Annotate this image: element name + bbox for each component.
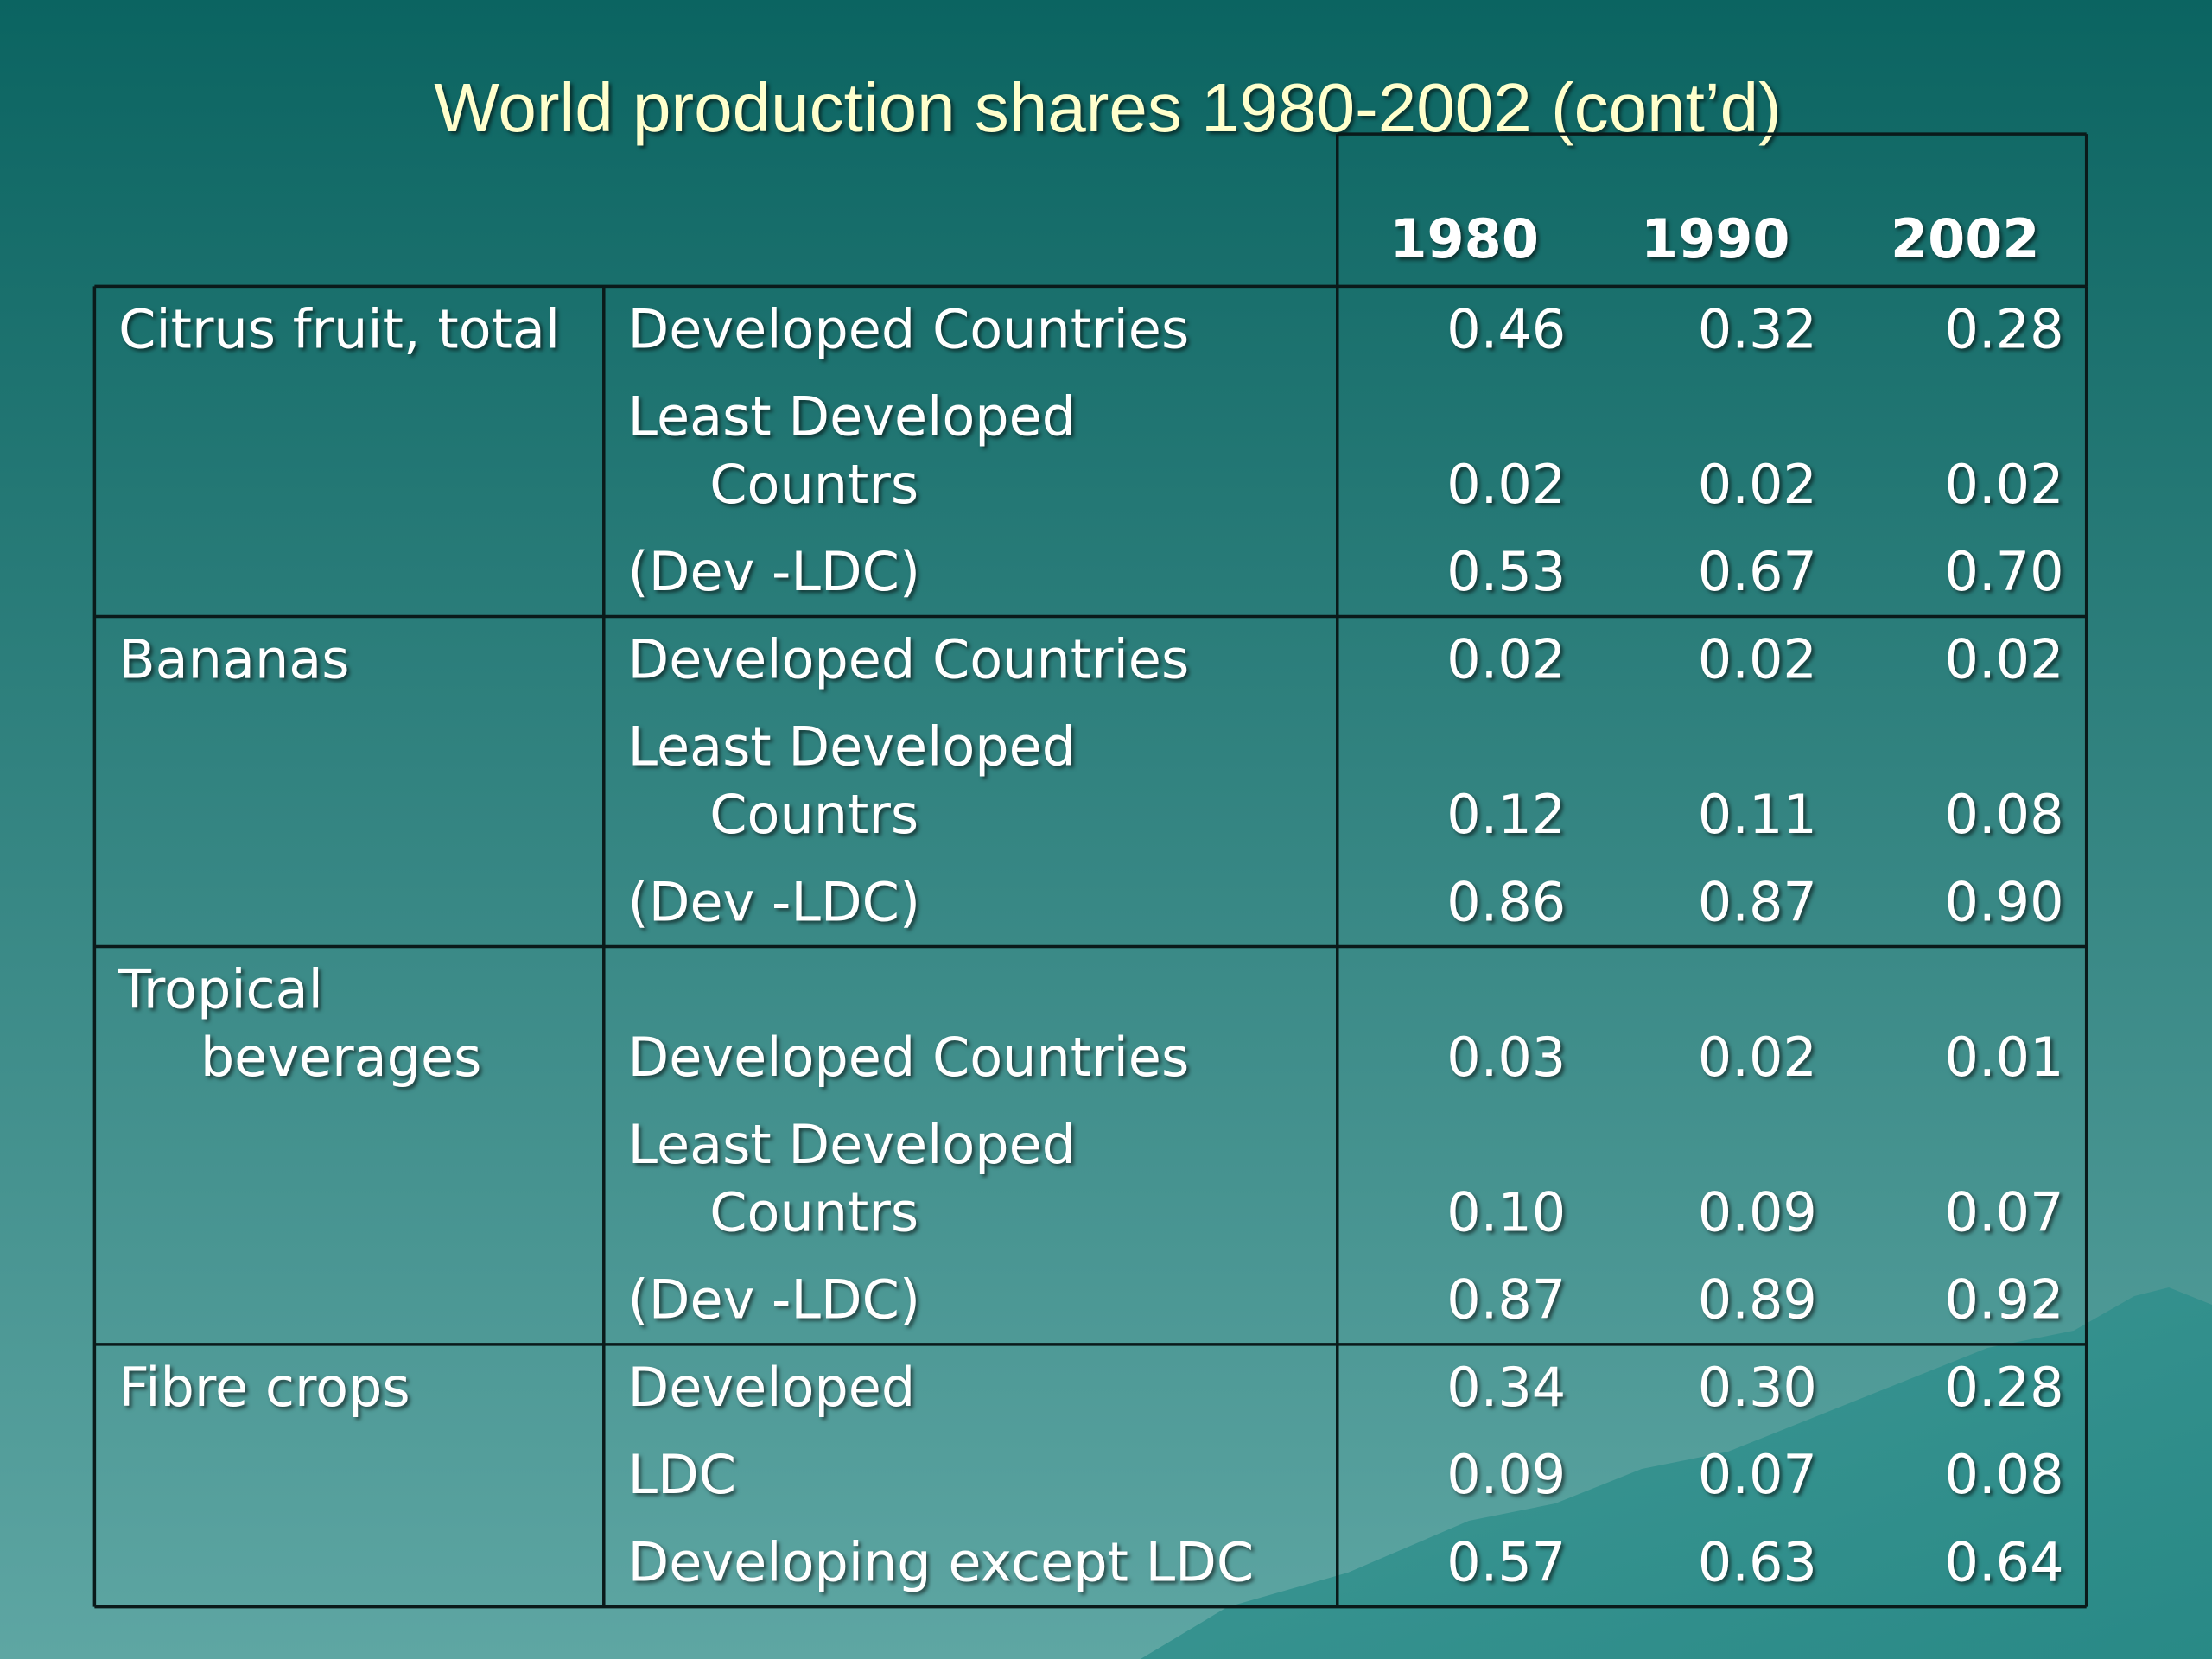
- cell-value: 0.90: [1945, 870, 2064, 933]
- decor-mountain: [1141, 1287, 2212, 1659]
- row-label: Developed Countries: [628, 297, 1190, 360]
- group-label: Bananas: [118, 627, 349, 690]
- cell-value: 0.01: [1945, 1026, 2064, 1089]
- cell-value: 0.02: [1945, 453, 2064, 516]
- cell-value: 0.57: [1446, 1530, 1566, 1593]
- cell-value: 0.34: [1446, 1356, 1566, 1419]
- row-label: Developed Countries: [628, 1026, 1190, 1089]
- cell-value: 0.63: [1698, 1530, 1817, 1593]
- cell-value: 0.67: [1698, 540, 1817, 603]
- cell-value: 0.09: [1698, 1180, 1817, 1243]
- row-label: Developing except LDC: [628, 1530, 1255, 1593]
- row-label: LDC: [628, 1443, 737, 1506]
- column-header: 1990: [1641, 207, 1790, 270]
- cell-value: 0.10: [1446, 1180, 1566, 1243]
- cell-value: 0.02: [1446, 453, 1566, 516]
- cell-value: 0.70: [1945, 540, 2064, 603]
- row-label: Developed: [628, 1356, 916, 1419]
- row-label: Countrs: [709, 783, 918, 846]
- row-label: Countrs: [709, 453, 918, 516]
- column-header: 1980: [1389, 207, 1539, 270]
- cell-value: 0.08: [1945, 783, 2064, 846]
- group-label: beverages: [200, 1026, 482, 1089]
- cell-value: 0.86: [1446, 870, 1566, 933]
- cell-value: 0.08: [1945, 1443, 2064, 1506]
- cell-value: 0.07: [1698, 1443, 1817, 1506]
- cell-value: 0.87: [1446, 1268, 1566, 1332]
- row-label: Developed Countries: [628, 627, 1190, 690]
- cell-value: 0.28: [1945, 297, 2064, 360]
- row-label: Least Developed: [628, 385, 1077, 448]
- row-label: Countrs: [709, 1180, 918, 1243]
- group-label: Fibre crops: [118, 1356, 410, 1419]
- cell-value: 0.30: [1698, 1356, 1817, 1419]
- cell-value: 0.02: [1446, 627, 1566, 690]
- cell-value: 0.89: [1698, 1268, 1817, 1332]
- column-header: 2002: [1891, 207, 2040, 270]
- cell-value: 0.02: [1698, 1026, 1817, 1089]
- cell-value: 0.28: [1945, 1356, 2064, 1419]
- row-label: (Dev -LDC): [628, 870, 921, 933]
- cell-value: 0.09: [1446, 1443, 1566, 1506]
- cell-value: 0.92: [1945, 1268, 2064, 1332]
- cell-value: 0.02: [1945, 627, 2064, 690]
- cell-value: 0.53: [1446, 540, 1566, 603]
- row-label: Least Developed: [628, 715, 1077, 779]
- row-label: (Dev -LDC): [628, 540, 921, 603]
- table: 1980 1990 2002 Citrus fruit, total Developed…: [92, 132, 2088, 1609]
- cell-value: 0.11: [1698, 783, 1817, 846]
- row-label: (Dev -LDC): [628, 1268, 921, 1332]
- row-label: Least Developed: [628, 1113, 1077, 1176]
- group-label: Tropical: [118, 957, 323, 1020]
- cell-value: 0.32: [1698, 297, 1817, 360]
- cell-value: 0.12: [1446, 783, 1566, 846]
- cell-value: 0.02: [1698, 453, 1817, 516]
- cell-value: 0.46: [1446, 297, 1566, 360]
- cell-value: 0.03: [1446, 1026, 1566, 1089]
- cell-value: 0.64: [1945, 1530, 2064, 1593]
- cell-value: 0.87: [1698, 870, 1817, 933]
- cell-value: 0.07: [1945, 1180, 2064, 1243]
- group-label: Citrus fruit, total: [118, 297, 560, 360]
- cell-value: 0.02: [1698, 627, 1817, 690]
